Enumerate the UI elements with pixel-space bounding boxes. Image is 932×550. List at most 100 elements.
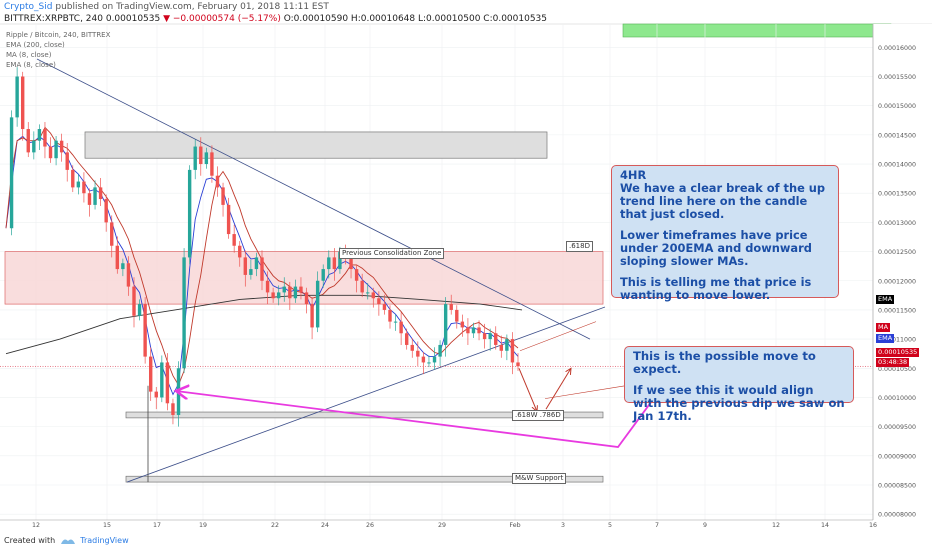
- candle-body: [87, 193, 92, 205]
- candle: [48, 137, 53, 163]
- tradingview-brand[interactable]: TradingView: [80, 536, 129, 545]
- candle-body: [126, 263, 131, 287]
- candle-body: [143, 304, 147, 357]
- candle: [371, 287, 376, 308]
- candle: [432, 347, 437, 370]
- candle-body: [154, 391, 158, 398]
- candle-body: [71, 169, 75, 188]
- candle: [204, 147, 209, 169]
- candle-body: [254, 257, 259, 270]
- candle-body: [37, 129, 42, 141]
- candle: [221, 182, 225, 217]
- candle: [421, 351, 426, 375]
- candle-body: [354, 269, 359, 281]
- candle: [71, 165, 75, 193]
- candle-body: [226, 204, 231, 235]
- y-tick-label: 0.00011000: [878, 337, 916, 344]
- candle-body: [432, 356, 437, 363]
- candle: [32, 131, 36, 160]
- candle: [288, 281, 292, 310]
- author-link[interactable]: Crypto_Sid: [4, 2, 53, 12]
- price-axis: 0.00016000 0.00015500 0.00015000 0.00014500…: [872, 24, 932, 520]
- y-tick-label: 0.00015500: [878, 74, 916, 81]
- candle: [505, 334, 509, 361]
- symbol-info: BITTREX:XRPBTC, 240 0.00010535: [4, 14, 161, 24]
- candle-body: [455, 309, 459, 322]
- zone-box: [125, 475, 604, 483]
- candle: [310, 297, 314, 340]
- candle-body: [199, 146, 203, 165]
- candle: [126, 256, 131, 296]
- candle-body: [421, 356, 426, 363]
- candle-body: [399, 321, 403, 334]
- candle-body: [332, 257, 337, 270]
- candle-body: [488, 333, 492, 340]
- candle: [59, 133, 64, 162]
- ohlc-header: BITTREX:XRPBTC, 240 0.00010535 ▼ −0.0000…: [4, 14, 547, 24]
- candle-body: [466, 327, 470, 334]
- candle-body: [43, 129, 47, 147]
- x-tick-label: 24: [321, 522, 329, 529]
- x-tick-label: Feb: [509, 522, 520, 529]
- expectation-callout[interactable]: This is the possible move to expect. If …: [624, 346, 854, 423]
- candle-body: [349, 257, 353, 270]
- y-tick-label: 0.00012500: [878, 249, 916, 256]
- candle: [254, 252, 259, 277]
- current-price-label: 0.00010535: [876, 348, 920, 357]
- candle-body: [148, 356, 153, 392]
- candle: [132, 277, 136, 328]
- ma-label[interactable]: MA (8, close): [6, 51, 52, 59]
- candle-body: [32, 140, 36, 153]
- candle-body: [115, 245, 120, 270]
- tradingview-logo-icon[interactable]: [60, 537, 76, 544]
- x-tick-label: 5: [608, 522, 612, 529]
- candle-body: [282, 286, 286, 293]
- candle: [110, 215, 114, 258]
- candle: [332, 248, 337, 281]
- candle-body: [110, 222, 114, 246]
- x-tick-label: 15: [103, 522, 111, 529]
- candle: [304, 287, 309, 314]
- candle-body: [516, 362, 520, 367]
- candle-body: [449, 304, 453, 310]
- zone-box: [4, 251, 604, 305]
- candle: [271, 287, 275, 303]
- analysis-callout[interactable]: 4HR We have a clear break of the up tren…: [611, 165, 839, 302]
- candle: [238, 241, 242, 267]
- fib-label-618w-786d: .618W .786D: [512, 410, 564, 421]
- zone-box: [84, 131, 548, 159]
- x-tick-label: 12: [32, 522, 40, 529]
- candle-body: [260, 257, 264, 281]
- candle-body: [193, 146, 197, 170]
- indicator-legend: Ripple / Bitcoin, 240, BITTREX EMA (200,…: [6, 30, 110, 70]
- ema200-label[interactable]: EMA (200, close): [6, 41, 65, 49]
- candle: [87, 188, 92, 217]
- candle-body: [104, 199, 108, 223]
- pair-title[interactable]: Ripple / Bitcoin, 240, BITTREX: [6, 31, 111, 39]
- ema8-label[interactable]: EMA (8, close): [6, 61, 56, 69]
- candle: [427, 355, 431, 368]
- y-tick-label: 0.00014500: [878, 132, 916, 139]
- candle-body: [54, 140, 58, 159]
- candle-body: [121, 263, 125, 270]
- candle-body: [471, 327, 476, 334]
- candle-body: [460, 321, 465, 328]
- candle: [516, 353, 520, 371]
- candle-body: [221, 187, 225, 205]
- x-tick-label: 19: [199, 522, 207, 529]
- candle: [293, 279, 298, 303]
- candle: [299, 277, 303, 300]
- candle: [393, 314, 398, 331]
- candle-body: [93, 187, 97, 205]
- candle-body: [210, 152, 214, 176]
- candle: [54, 136, 58, 166]
- candle-body: [187, 169, 192, 258]
- y-tick-label: 0.00010000: [878, 395, 916, 402]
- y-tick-label: 0.00016000: [878, 45, 916, 52]
- candle-body: [494, 333, 498, 345]
- price-axis-pane[interactable]: [873, 24, 932, 520]
- candle-body: [310, 304, 314, 328]
- candle: [121, 258, 125, 277]
- footer: Created with TradingView: [4, 536, 129, 545]
- candle: [43, 122, 47, 159]
